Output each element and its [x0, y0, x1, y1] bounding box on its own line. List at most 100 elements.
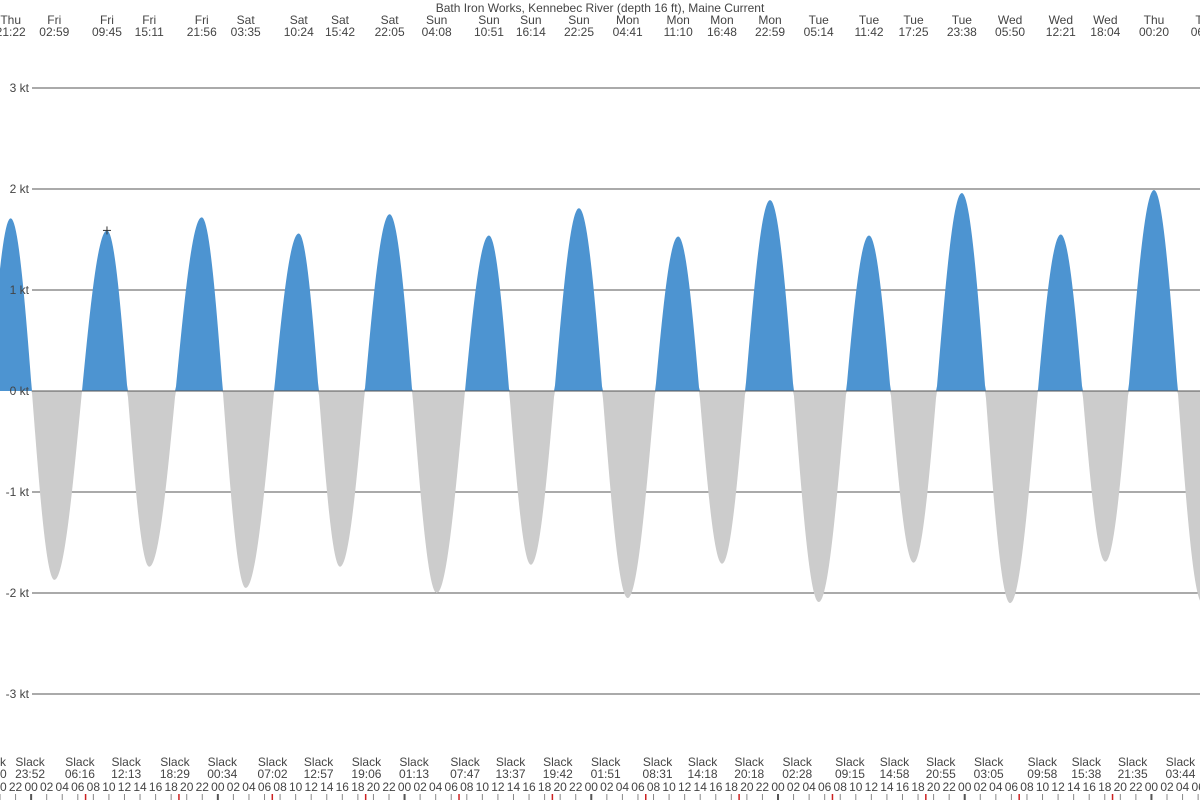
- top-label-time: 04:41: [613, 25, 643, 39]
- hour-tick-label: 06: [258, 780, 272, 794]
- slack-label: Slack: [1166, 755, 1196, 769]
- y-tick-label: -2 kt: [6, 586, 30, 600]
- slack-label: Slack: [735, 755, 765, 769]
- bottom-hour-labels: 2022000204060810121416182022000204060810…: [0, 780, 1200, 800]
- slack-label: Slack: [304, 755, 334, 769]
- hour-tick-label: 22: [196, 780, 210, 794]
- slack-time: 18:29: [160, 767, 190, 781]
- hour-tick-label: 06: [1191, 780, 1200, 794]
- top-label-day: Fri: [142, 13, 156, 27]
- hour-tick-label: 20: [1114, 780, 1128, 794]
- hour-tick-label: 16: [336, 780, 350, 794]
- top-label-time: 09:45: [92, 25, 122, 39]
- slack-label: Slack: [450, 755, 480, 769]
- slack-label: Slack: [352, 755, 382, 769]
- slack-label: Slack: [15, 755, 45, 769]
- hour-tick-label: 14: [320, 780, 334, 794]
- y-tick-label: 2 kt: [10, 182, 30, 196]
- hour-tick-label: 06: [445, 780, 459, 794]
- hour-tick-label: 12: [865, 780, 879, 794]
- slack-time: 19:42: [543, 767, 573, 781]
- hour-tick-label: 18: [725, 780, 739, 794]
- hour-tick-label: 22: [569, 780, 583, 794]
- top-label-day: Sun: [478, 13, 499, 27]
- hour-tick-label: 02: [40, 780, 54, 794]
- hour-tick-label: 08: [834, 780, 848, 794]
- slack-label: Slack: [974, 755, 1004, 769]
- hour-tick-label: 08: [460, 780, 474, 794]
- hour-tick-label: 12: [118, 780, 132, 794]
- hour-tick-label: 08: [87, 780, 101, 794]
- hour-tick-label: 18: [1098, 780, 1112, 794]
- slack-label-partial: k: [0, 755, 7, 769]
- top-label: Th06:3: [1191, 13, 1200, 39]
- slack-label: Slack: [208, 755, 238, 769]
- hour-tick-label: 22: [382, 780, 396, 794]
- slack-time: 21:35: [1118, 767, 1148, 781]
- top-label-day: Sun: [568, 13, 589, 27]
- top-label-day: Mon: [758, 13, 781, 27]
- top-label-day: Fri: [100, 13, 114, 27]
- slack-time: 01:13: [399, 767, 429, 781]
- ebb-area: [0, 391, 1200, 604]
- top-label-day: Thu: [1144, 13, 1165, 27]
- hour-tick-label: 00: [1145, 780, 1159, 794]
- hour-tick-label: 16: [709, 780, 723, 794]
- hour-tick-label: 04: [802, 780, 816, 794]
- y-tick-label: 3 kt: [10, 81, 30, 95]
- top-label-day: Wed: [998, 13, 1022, 27]
- slack-time: 06:16: [65, 767, 95, 781]
- hour-tick-label: 02: [413, 780, 427, 794]
- top-label-time: 11:10: [664, 25, 693, 39]
- hour-tick-label: 06: [818, 780, 832, 794]
- hour-tick-label: 12: [1051, 780, 1065, 794]
- top-label-day: Sun: [520, 13, 541, 27]
- hour-tick-label: 08: [273, 780, 287, 794]
- slack-time: 14:58: [879, 767, 909, 781]
- hour-tick-label: 06: [1005, 780, 1019, 794]
- top-label-time: 03:35: [231, 25, 261, 39]
- slack-time: 09:58: [1027, 767, 1057, 781]
- hour-tick-label: 00: [211, 780, 225, 794]
- slack-label: Slack: [688, 755, 718, 769]
- top-label-time: 18:04: [1090, 25, 1120, 39]
- slack-time: 03:44: [1165, 767, 1195, 781]
- top-label-time: 16:14: [516, 25, 546, 39]
- hour-tick-label: 16: [522, 780, 536, 794]
- hour-tick-label: 18: [538, 780, 552, 794]
- hour-tick-label: 02: [787, 780, 801, 794]
- hour-tick-label: 04: [989, 780, 1003, 794]
- top-label-time: 16:48: [707, 25, 737, 39]
- top-label-day: Fri: [47, 13, 61, 27]
- top-label-day: Wed: [1049, 13, 1073, 27]
- hour-tick-label: 14: [1067, 780, 1081, 794]
- hour-tick-label: 08: [647, 780, 661, 794]
- hour-tick-label: 14: [507, 780, 521, 794]
- slack-label: Slack: [1028, 755, 1058, 769]
- hour-tick-label: 16: [149, 780, 163, 794]
- hour-tick-label: 00: [958, 780, 972, 794]
- hour-tick-label: 22: [1129, 780, 1143, 794]
- hour-tick-label: 00: [771, 780, 785, 794]
- hour-tick-label: 02: [600, 780, 614, 794]
- hour-tick-label: 20: [927, 780, 941, 794]
- hour-tick-label: 18: [164, 780, 178, 794]
- hour-tick-label: 02: [1160, 780, 1174, 794]
- slack-time: 07:47: [450, 767, 480, 781]
- hour-tick-label: 18: [351, 780, 365, 794]
- hour-tick-label: 02: [227, 780, 241, 794]
- slack-time: 23:52: [15, 767, 45, 781]
- slack-time: 03:05: [974, 767, 1004, 781]
- top-label-time: 17:25: [899, 25, 929, 39]
